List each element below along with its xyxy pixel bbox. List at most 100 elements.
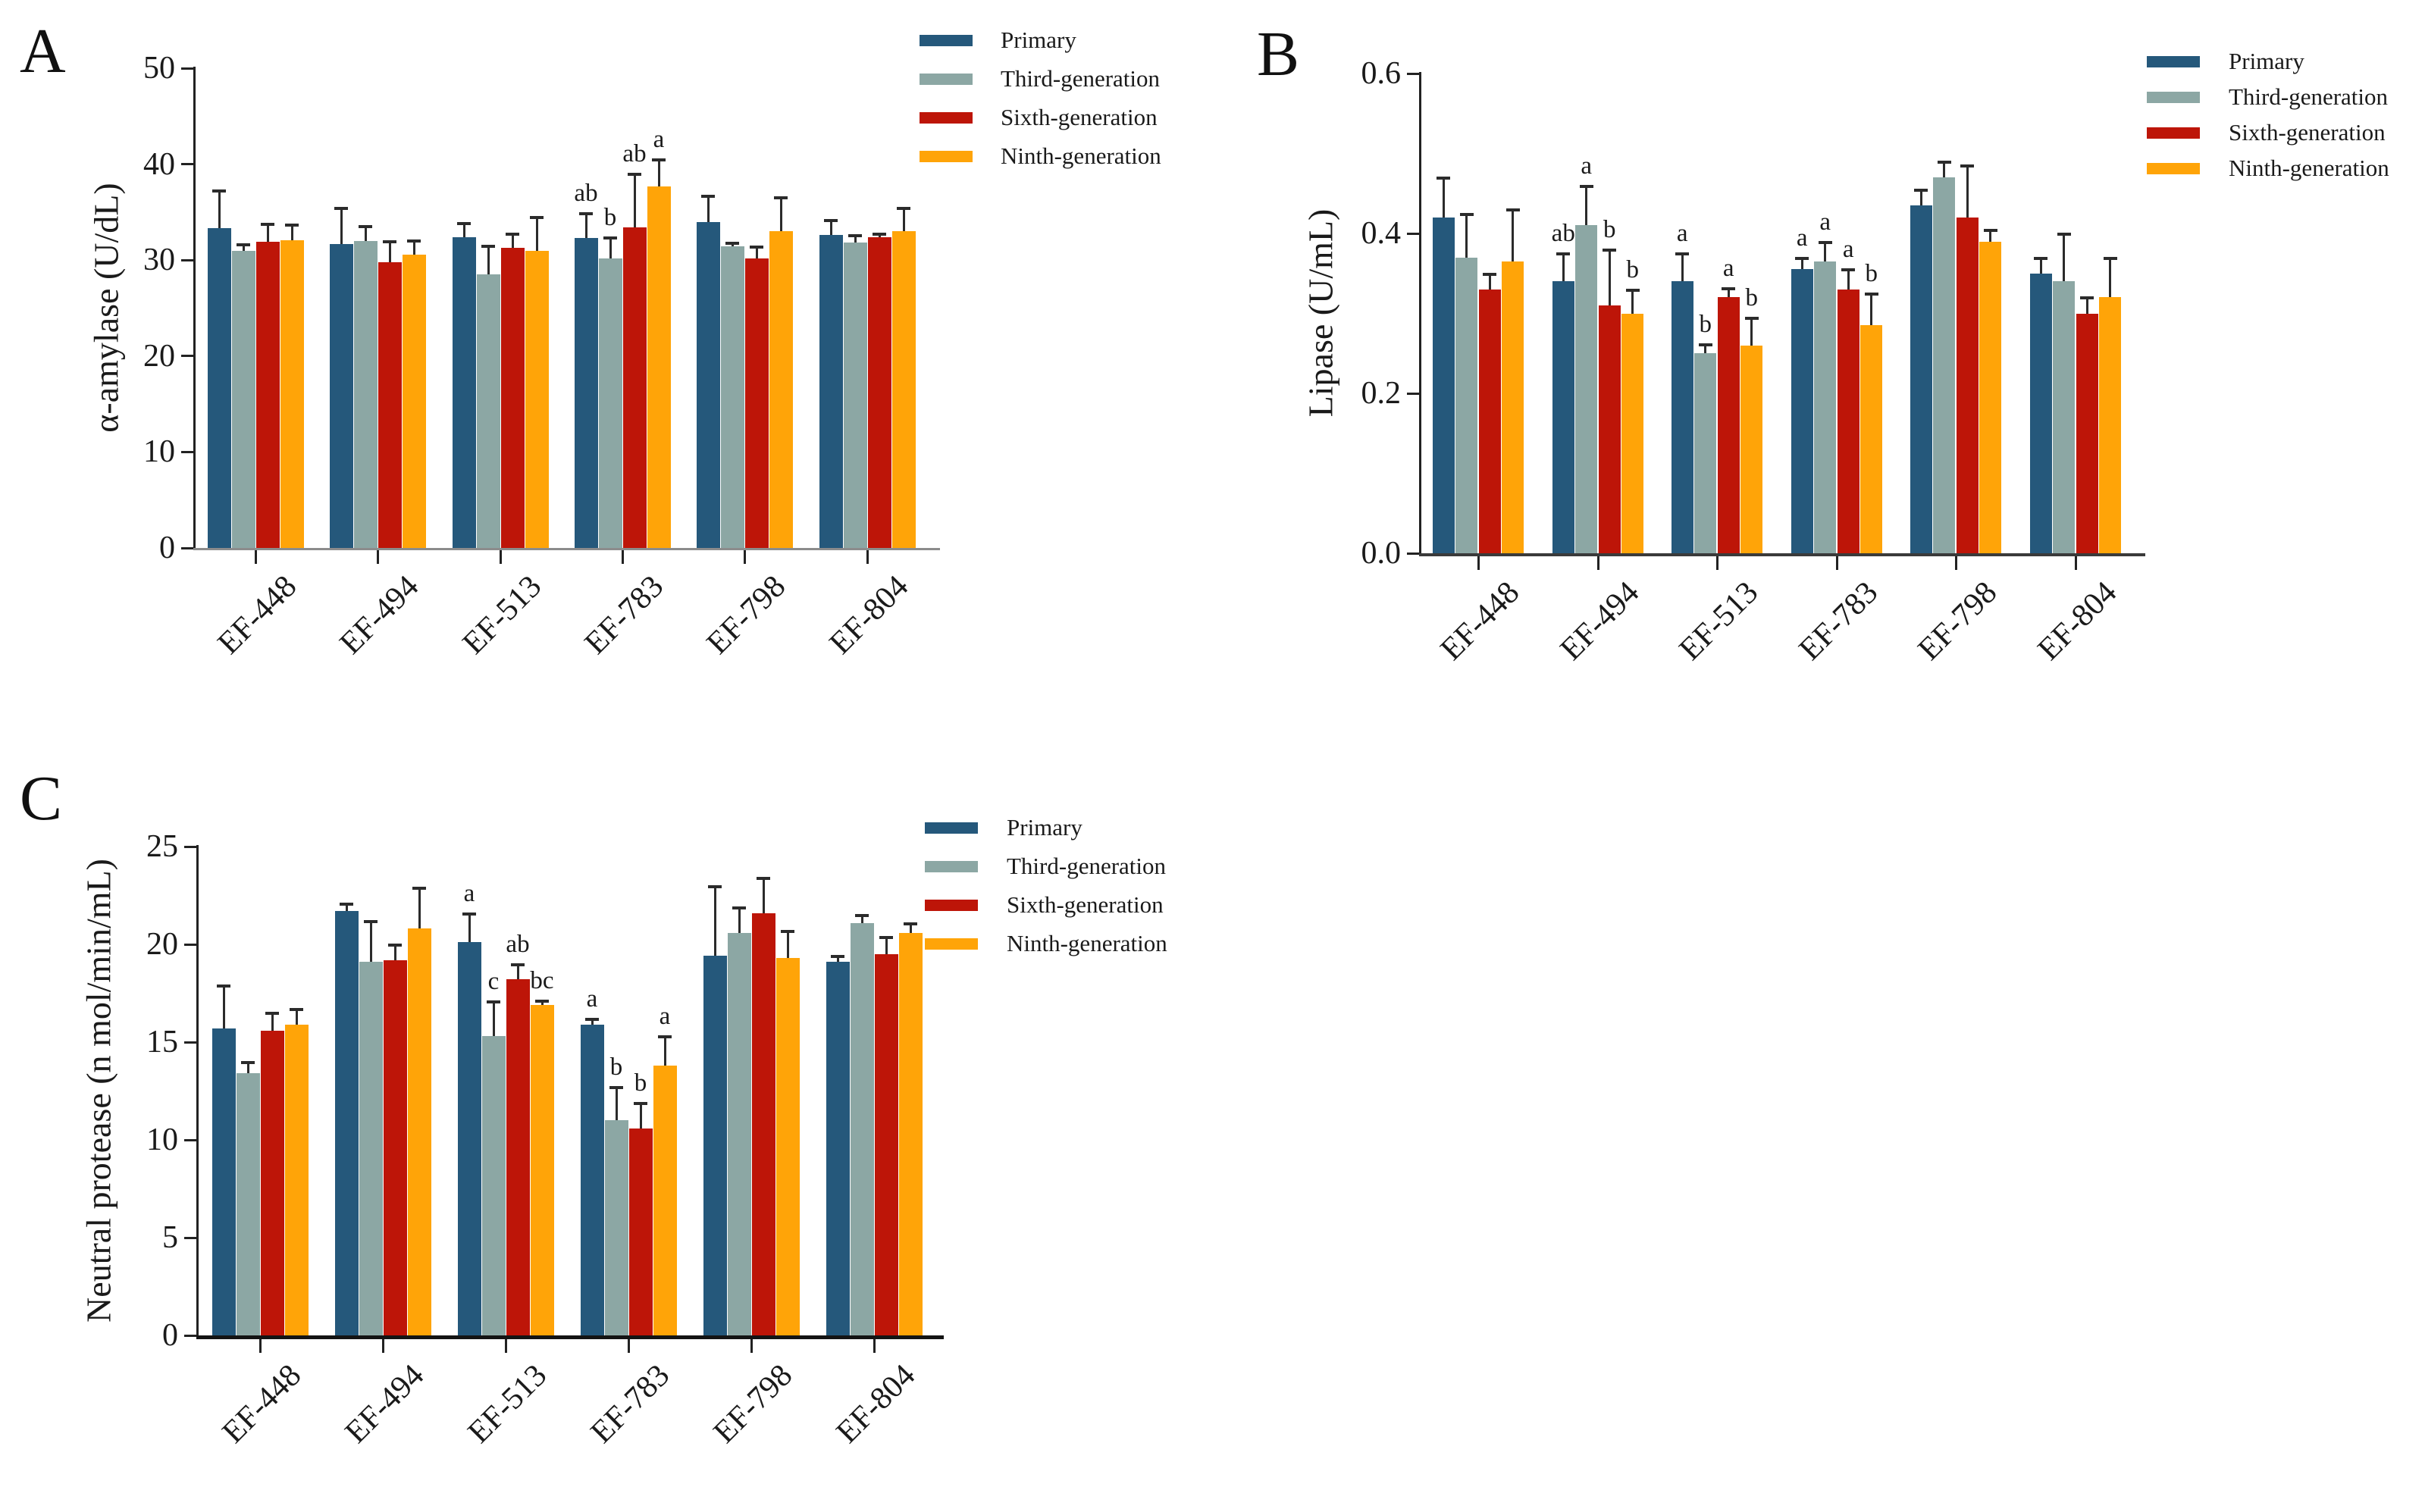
bar — [284, 1024, 309, 1335]
error-bar-stem — [364, 225, 367, 247]
y-tick-label: 0 — [159, 531, 175, 565]
legend-label: Ninth-generation — [2229, 155, 2389, 181]
bar — [255, 242, 280, 548]
legend-label: Third-generation — [1001, 65, 1161, 92]
error-bar-stem — [909, 922, 912, 939]
error-bar-stem — [295, 1009, 298, 1031]
error-bar-cap — [897, 206, 910, 210]
error-bar-cap — [487, 1000, 500, 1003]
x-axis-line — [1419, 553, 2145, 556]
legend-label: Third-generation — [2229, 83, 2389, 110]
error-bar-stem — [492, 1000, 495, 1043]
bar — [476, 274, 500, 548]
legend-swatch — [2147, 127, 2200, 139]
error-bar-stem — [418, 887, 421, 935]
bar — [1933, 177, 1956, 553]
error-bar-stem — [388, 240, 391, 268]
legend-label: Third-generation — [1007, 853, 1167, 879]
error-bar-cap — [1864, 293, 1878, 296]
bar — [580, 1024, 604, 1335]
error-bar-stem — [511, 233, 514, 254]
y-tick-label: 40 — [143, 146, 175, 182]
error-bar-stem — [609, 236, 612, 265]
bar — [1860, 325, 1883, 553]
y-tick-label: 5 — [162, 1220, 178, 1255]
y-tick-label: 20 — [143, 338, 175, 374]
bar — [1956, 217, 1979, 553]
y-axis-tick — [181, 163, 193, 166]
panel-c-label: C — [20, 763, 63, 834]
error-bar-cap — [628, 173, 641, 177]
y-axis-tick — [184, 845, 196, 848]
error-bar-cap — [781, 929, 794, 933]
error-bar-stem — [2085, 297, 2088, 320]
error-bar-stem — [1943, 161, 1946, 184]
significance-letter: bc — [530, 966, 554, 994]
y-tick-label: 25 — [146, 829, 178, 864]
bar — [622, 227, 647, 548]
error-bar-cap — [725, 242, 739, 246]
y-axis-tick — [184, 943, 196, 946]
error-bar-stem — [762, 878, 765, 919]
significance-letter: b — [1865, 260, 1878, 288]
bar — [751, 913, 775, 1335]
y-tick-label: 0.0 — [1361, 536, 1402, 571]
error-bar-cap — [2034, 256, 2048, 260]
significance-letter: c — [487, 967, 500, 995]
bar — [1717, 297, 1740, 553]
error-bar-cap — [1937, 161, 1951, 164]
y-tick-label: 20 — [146, 927, 178, 962]
bar — [1552, 281, 1574, 553]
significance-letter: b — [1603, 216, 1616, 244]
error-bar-cap — [1483, 272, 1497, 276]
error-bar-stem — [1631, 289, 1634, 320]
x-axis-tick — [499, 550, 502, 564]
error-bar-stem — [369, 921, 372, 969]
y-tick-label: 10 — [146, 1122, 178, 1157]
significance-letter: a — [1722, 254, 1734, 282]
error-bar-cap — [511, 963, 525, 966]
legend-swatch — [920, 35, 973, 46]
x-axis-tick — [1835, 556, 1838, 570]
error-bar-cap — [364, 920, 378, 924]
bar — [727, 932, 751, 1335]
bar — [1814, 261, 1837, 553]
error-bar-cap — [1459, 212, 1474, 216]
error-bar-cap — [1722, 286, 1736, 290]
error-bar-cap — [457, 221, 471, 225]
significance-letter: b — [1745, 283, 1759, 311]
error-bar-cap — [334, 206, 348, 210]
bar — [574, 238, 598, 548]
error-bar-stem — [1465, 213, 1468, 264]
error-bar-cap — [1960, 164, 1975, 168]
x-axis-tick — [2074, 556, 2077, 570]
bar — [744, 258, 769, 548]
significance-letter: b — [634, 1069, 647, 1097]
error-bar-stem — [829, 220, 832, 242]
bar — [1791, 269, 1813, 553]
bar — [628, 1128, 653, 1335]
bar — [353, 240, 378, 548]
error-bar-cap — [750, 246, 763, 249]
significance-letter: a — [1796, 224, 1808, 252]
error-bar-cap — [462, 912, 476, 916]
legend-label: Sixth-generation — [2229, 119, 2386, 146]
significance-letter: a — [659, 1003, 671, 1031]
bar — [850, 922, 874, 1335]
error-bar-cap — [1675, 252, 1690, 256]
x-axis-tick — [621, 550, 624, 564]
error-bar-cap — [634, 1101, 647, 1105]
x-axis-tick — [1477, 556, 1480, 570]
error-bar-stem — [2109, 257, 2112, 304]
legend-swatch — [2147, 92, 2200, 103]
error-bar-cap — [265, 1012, 279, 1016]
error-bar-cap — [1603, 249, 1617, 252]
error-bar-cap — [879, 935, 893, 939]
bar — [211, 1028, 236, 1335]
error-bar-cap — [757, 877, 770, 881]
bar — [1502, 261, 1524, 553]
error-bar-cap — [609, 1086, 623, 1090]
error-bar-stem — [663, 1036, 666, 1072]
